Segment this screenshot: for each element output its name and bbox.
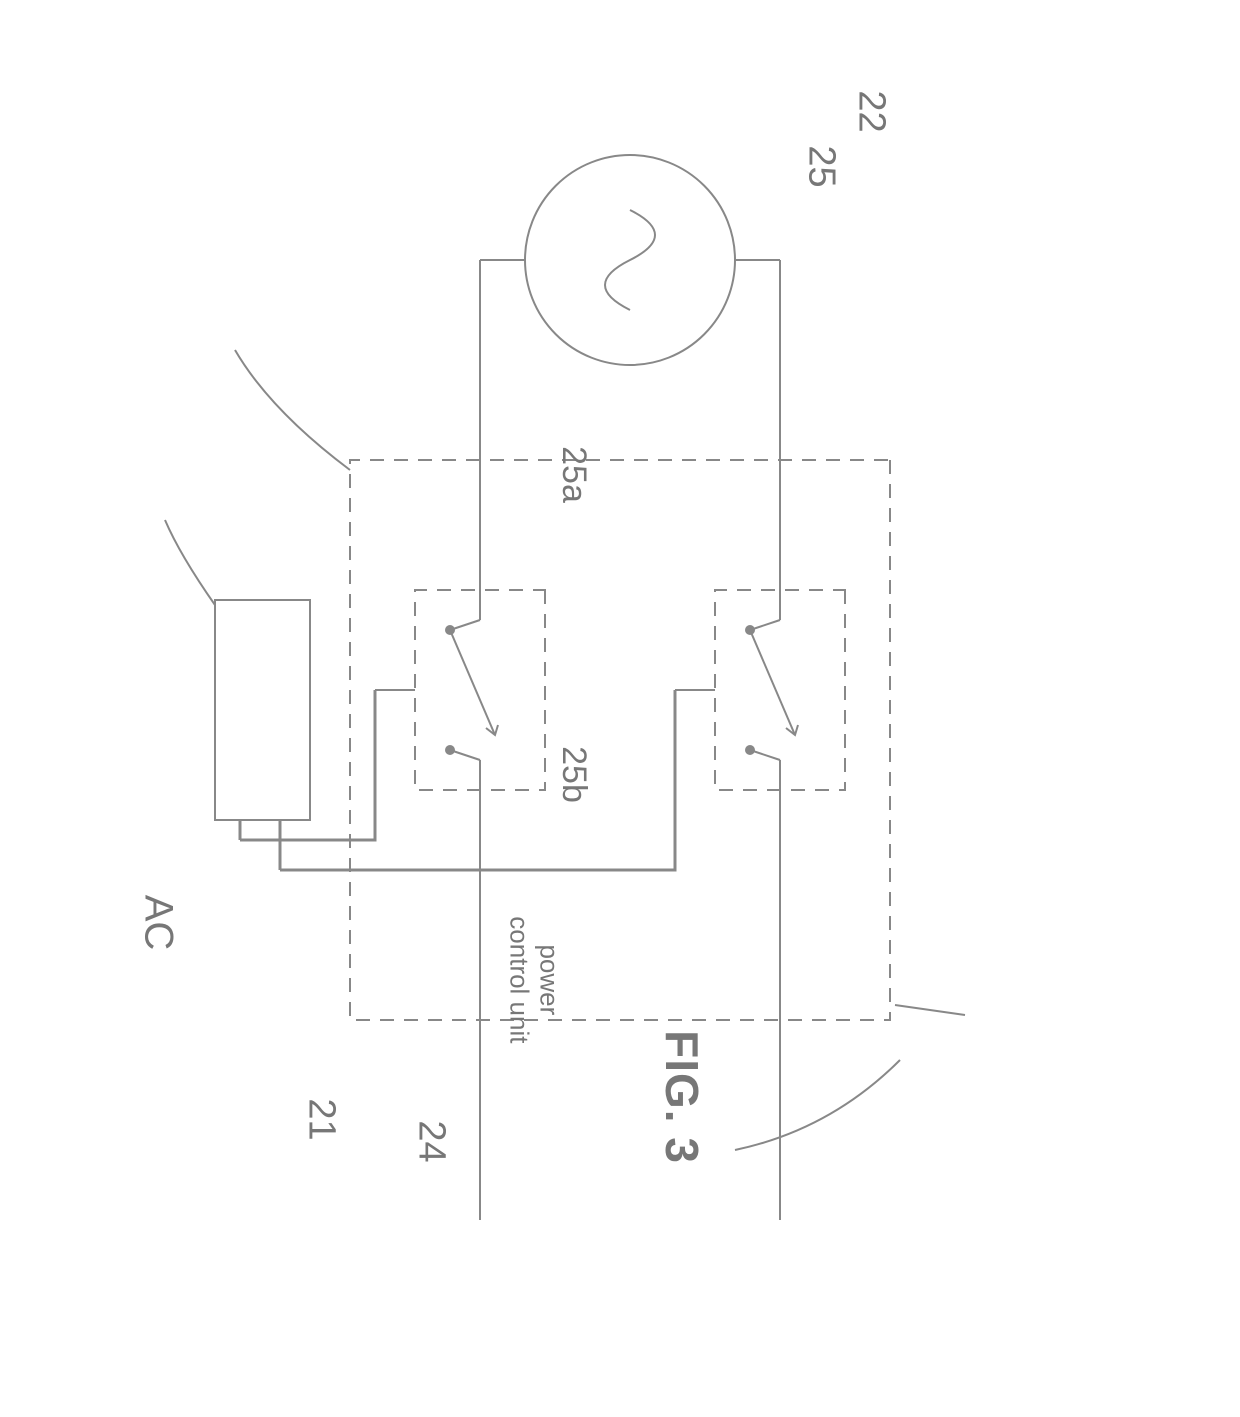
leader-21 [235,350,350,470]
power-control-unit [215,600,310,820]
leader-22 [735,1060,900,1150]
leader-25 [895,1005,965,1015]
circuit-diagram [0,0,1240,1417]
enclosure-25 [350,460,890,1020]
label-25a: 25a [554,446,593,503]
power-control-label: power control unit [504,916,564,1043]
label-25: 25 [800,145,843,187]
ac-label: AC [135,895,180,951]
figure-caption: FIG. 3 [655,1030,709,1164]
label-22: 22 [850,90,893,132]
label-24: 24 [410,1120,453,1162]
label-21: 21 [300,1098,343,1140]
ac-source [525,155,735,365]
leader-24 [165,520,215,605]
label-25b: 25b [554,746,593,803]
